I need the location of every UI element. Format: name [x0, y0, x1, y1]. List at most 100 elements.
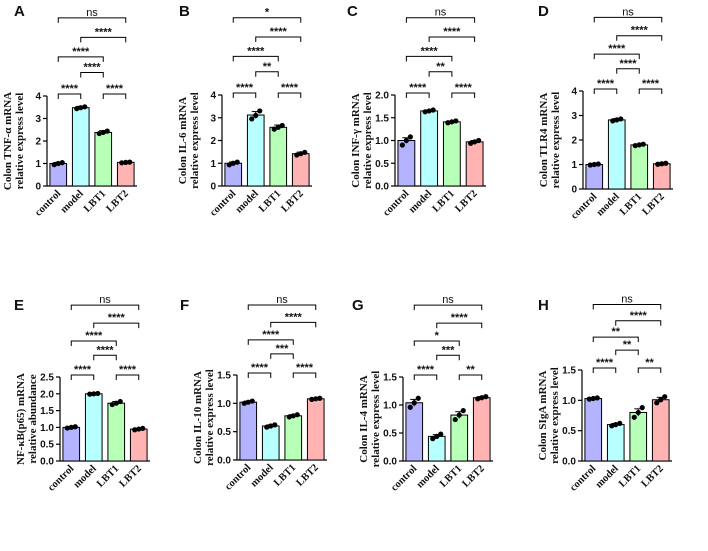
category-label: model [407, 188, 434, 215]
bar-lbt1 [107, 402, 126, 462]
data-point [123, 159, 129, 165]
data-point [460, 408, 466, 414]
y-tick-label: 1.0 [40, 423, 54, 434]
significance-bracket [593, 53, 640, 60]
data-point [591, 161, 597, 168]
category-label: model [249, 462, 276, 489]
significance-bracket [638, 88, 663, 94]
data-point [632, 143, 638, 149]
y-axis-label: relative express level [204, 369, 216, 466]
category-label: LBT2 [295, 462, 321, 488]
y-axis-label: Colon SIgA mRNA [537, 371, 549, 461]
panel-d: D 0 1 2 3 4 Colon TLR4 mRNA relative express le… [538, 3, 673, 222]
category-label: LBT2 [461, 463, 487, 489]
bar-lbt2 [291, 153, 310, 187]
data-point [659, 161, 665, 167]
significance-bracket [70, 374, 95, 380]
category-label: LBT1 [272, 462, 298, 488]
data-point [286, 414, 292, 420]
y-tick-label: 0.5 [217, 427, 231, 438]
category-label: control [569, 191, 599, 221]
significance-label: ns [442, 294, 454, 306]
data-point [91, 391, 97, 397]
data-point [309, 396, 315, 402]
data-point [426, 108, 432, 114]
significance-label: **** [108, 312, 126, 324]
data-point [483, 394, 489, 400]
data-point [430, 436, 436, 442]
bar-model [606, 424, 625, 462]
significance-bracket [57, 17, 127, 23]
data-point [618, 116, 624, 122]
data-point [476, 137, 482, 144]
panel-letter: H [538, 297, 549, 314]
data-point [610, 118, 616, 124]
y-tick-label: 2 [35, 137, 41, 148]
bar-lbt1 [450, 414, 469, 462]
y-tick-label: 0.0 [562, 457, 576, 468]
significance-bracket [232, 92, 257, 98]
data-point [586, 396, 592, 402]
significance-label: **** [236, 82, 254, 94]
significance-label: **** [96, 344, 114, 356]
significance-bracket [593, 16, 663, 23]
y-tick-label: 1.0 [217, 399, 231, 410]
data-point [445, 120, 451, 126]
significance-label: ** [623, 339, 632, 351]
data-point [411, 400, 417, 406]
y-tick-label: 1.0 [383, 401, 397, 412]
y-axis-label: relative express level [14, 93, 26, 190]
category-label: LBT1 [617, 463, 643, 489]
significance-bracket [451, 92, 476, 98]
significance-bracket [436, 354, 460, 361]
data-point [595, 161, 601, 167]
significance-label: **** [95, 26, 113, 38]
y-axis-label: relative express level [362, 92, 374, 189]
category-label: LBT1 [431, 188, 457, 214]
bar-control [239, 401, 258, 461]
data-point [631, 414, 637, 420]
significance-label: **** [455, 82, 473, 94]
data-point [132, 427, 138, 433]
y-axis-label: relative express level [550, 92, 562, 189]
bar-lbt1 [94, 131, 113, 187]
category-label: LBT2 [453, 188, 479, 214]
data-point [407, 404, 413, 410]
bar-control [584, 398, 603, 462]
y-tick-label: 4 [210, 91, 216, 102]
panel-letter: A [14, 3, 25, 20]
category-label: control [381, 188, 411, 218]
data-point [609, 423, 615, 429]
data-point [72, 424, 78, 430]
category-label: LBT1 [257, 188, 283, 214]
significance-label: **** [262, 329, 280, 341]
data-point [257, 108, 263, 114]
significance-bracket [93, 322, 140, 329]
significance-bracket [436, 322, 483, 329]
data-point [109, 401, 115, 408]
y-tick-label: 3 [35, 114, 41, 125]
data-point [95, 390, 101, 397]
y-axis-label: Colon IL-4 mRNA [358, 375, 370, 462]
significance-bracket [413, 340, 460, 346]
panel-letter: B [179, 3, 190, 20]
data-point [68, 424, 74, 430]
data-point [434, 433, 440, 439]
y-tick-label: 0 [210, 182, 216, 193]
significance-bracket [255, 36, 302, 43]
significance-bracket [615, 349, 639, 356]
data-point [456, 412, 462, 418]
data-point [275, 124, 281, 130]
data-point [234, 159, 240, 165]
panel-letter: F [180, 297, 189, 314]
y-tick-label: 0.0 [40, 457, 54, 468]
significance-bracket [70, 340, 117, 346]
data-point [479, 395, 485, 401]
bar-lbt2 [651, 399, 670, 462]
significance-label: **** [270, 26, 288, 38]
significance-bracket [428, 71, 453, 77]
significance-bracket [593, 88, 618, 94]
category-label: LBT2 [118, 463, 144, 489]
data-point [272, 422, 278, 428]
